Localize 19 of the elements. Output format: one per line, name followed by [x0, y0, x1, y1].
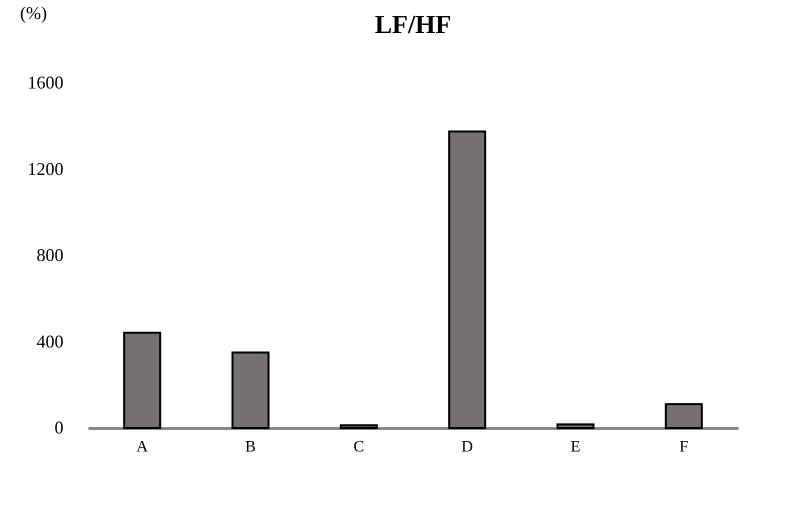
x-tick-label: F: [679, 438, 688, 456]
x-tick-label: E: [570, 438, 580, 456]
bar: [664, 403, 703, 429]
y-tick-label: 1600: [28, 72, 64, 92]
bar: [556, 423, 594, 429]
x-tick-label: D: [461, 438, 473, 456]
y-tick-label: 400: [36, 331, 64, 352]
y-tick-label: 1200: [28, 158, 64, 179]
y-axis-title: (%): [20, 3, 47, 23]
x-tick-label: B: [245, 438, 256, 456]
bar: [448, 130, 486, 429]
x-tick-label: A: [136, 438, 148, 456]
bar: [123, 332, 162, 429]
y-tick-label: 0: [54, 418, 64, 438]
chart-title: LF/HF: [374, 10, 452, 39]
x-tick-label: C: [353, 438, 364, 456]
bar: [340, 424, 378, 429]
bar: [232, 352, 270, 429]
y-tick-label: 800: [36, 245, 64, 265]
